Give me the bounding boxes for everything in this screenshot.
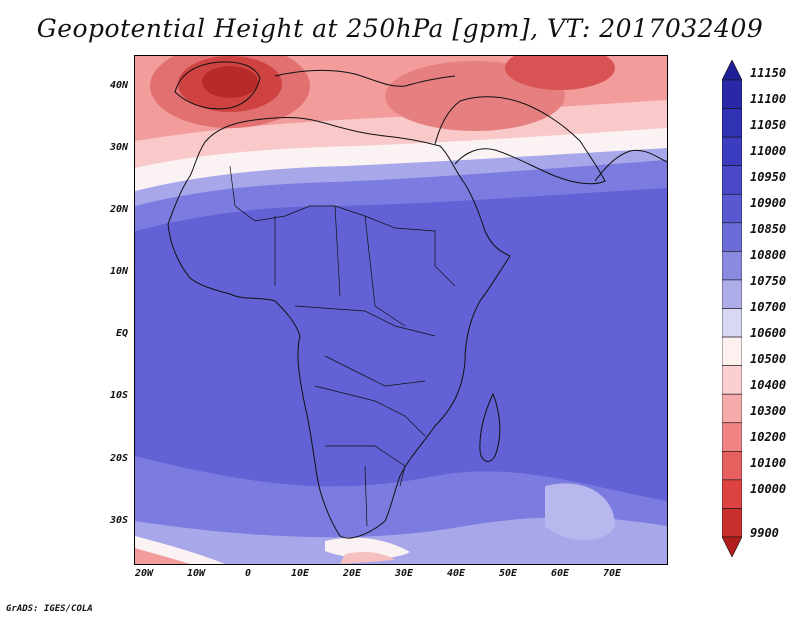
colorbar-label-10850: 10850 xyxy=(750,222,787,236)
colorbar-segment-9900 xyxy=(722,536,742,557)
colorbar-segment-10100 xyxy=(722,479,742,509)
colorbar-segment-10750 xyxy=(722,279,742,309)
colorbar-segment-10500 xyxy=(722,365,742,395)
southwest-pink-patch xyxy=(135,548,190,564)
lat-label-30n: 30N xyxy=(109,142,128,153)
colorbar-segment-10800 xyxy=(722,251,742,281)
lon-label-40e: 40E xyxy=(446,568,466,579)
colorbar-label-11000: 11000 xyxy=(750,144,787,158)
lon-label-30e: 30E xyxy=(394,568,414,579)
colorbar-segment-11100 xyxy=(722,79,742,109)
map-panel xyxy=(134,55,668,565)
colorbar-label-10900: 10900 xyxy=(750,196,787,210)
lat-label-10n: 10N xyxy=(109,266,128,277)
india-coast xyxy=(594,149,667,182)
colorbar-segment-10950 xyxy=(722,165,742,195)
colorbar-label-9900: 9900 xyxy=(750,526,779,540)
lon-label-50e: 50E xyxy=(498,568,518,579)
colorbar-label-10750: 10750 xyxy=(750,274,787,288)
colorbar-label-10950: 10950 xyxy=(750,170,787,184)
lat-label-10s: 10S xyxy=(109,390,128,401)
south-pink-patch xyxy=(340,552,395,564)
colorbar-label-11100: 11100 xyxy=(750,92,787,106)
lon-label-10e: 10E xyxy=(290,568,310,579)
lat-label-eq: EQ xyxy=(115,328,128,339)
south-white-patch xyxy=(325,537,410,559)
colorbar-segments xyxy=(722,60,742,557)
colorbar xyxy=(722,60,742,557)
darkest-red-core xyxy=(202,66,258,98)
colorbar-label-10200: 10200 xyxy=(750,430,787,444)
southern-europe-coast xyxy=(274,69,456,87)
colorbar-label-11150: 11150 xyxy=(750,66,787,80)
lon-label-10w: 10W xyxy=(186,568,206,579)
colorbar-segment-10300 xyxy=(722,422,742,452)
colorbar-label-10000: 10000 xyxy=(750,482,787,496)
colorbar-label-11050: 11050 xyxy=(750,118,787,132)
footer-credit: GrADS: IGES/COLA xyxy=(6,604,93,614)
lon-label-20w: 20W xyxy=(134,568,154,579)
colorbar-label-10400: 10400 xyxy=(750,378,787,392)
colorbar-label-10300: 10300 xyxy=(750,404,787,418)
colorbar-label-10100: 10100 xyxy=(750,456,787,470)
colorbar-segment-10850 xyxy=(722,222,742,252)
arabia-levant-coast xyxy=(434,96,606,185)
colorbar-segment-10400 xyxy=(722,393,742,424)
lon-label-70e: 70E xyxy=(602,568,622,579)
lat-label-20n: 20N xyxy=(109,204,128,215)
colorbar-segment-11150 xyxy=(722,60,742,81)
colorbar-segment-10000 xyxy=(722,508,742,538)
madagascar-outline xyxy=(479,392,501,462)
lat-label-30s: 30S xyxy=(109,515,128,526)
lat-label-40n: 40N xyxy=(109,80,128,91)
colorbar-label-10500: 10500 xyxy=(750,352,787,366)
colorbar-segment-11000 xyxy=(722,136,742,166)
colorbar-label-10800: 10800 xyxy=(750,248,787,262)
iberia-outline xyxy=(174,61,261,110)
africa-coastline xyxy=(167,117,511,539)
colorbar-label-10600: 10600 xyxy=(750,326,787,340)
colorbar-segment-10600 xyxy=(722,336,742,366)
lon-label-20e: 20E xyxy=(342,568,362,579)
lon-label-0: 0 xyxy=(244,568,252,579)
red-trough-caspian xyxy=(505,56,615,90)
colorbar-segment-10700 xyxy=(722,308,742,338)
colorbar-segment-10900 xyxy=(722,193,742,224)
map-title: Geopotential Height at 250hPa [gpm], VT:… xyxy=(36,14,764,43)
colorbar-segment-10200 xyxy=(722,451,742,481)
coastline-outlines xyxy=(167,61,667,539)
southern-light-patch xyxy=(545,483,615,541)
southern-light-blue-band xyxy=(135,517,667,564)
colorbar-segment-11050 xyxy=(722,108,742,138)
geopotential-field-map xyxy=(135,56,667,564)
lat-label-20s: 20S xyxy=(109,453,128,464)
lon-label-60e: 60E xyxy=(550,568,570,579)
colorbar-label-10700: 10700 xyxy=(750,300,787,314)
country-borders xyxy=(229,165,456,527)
